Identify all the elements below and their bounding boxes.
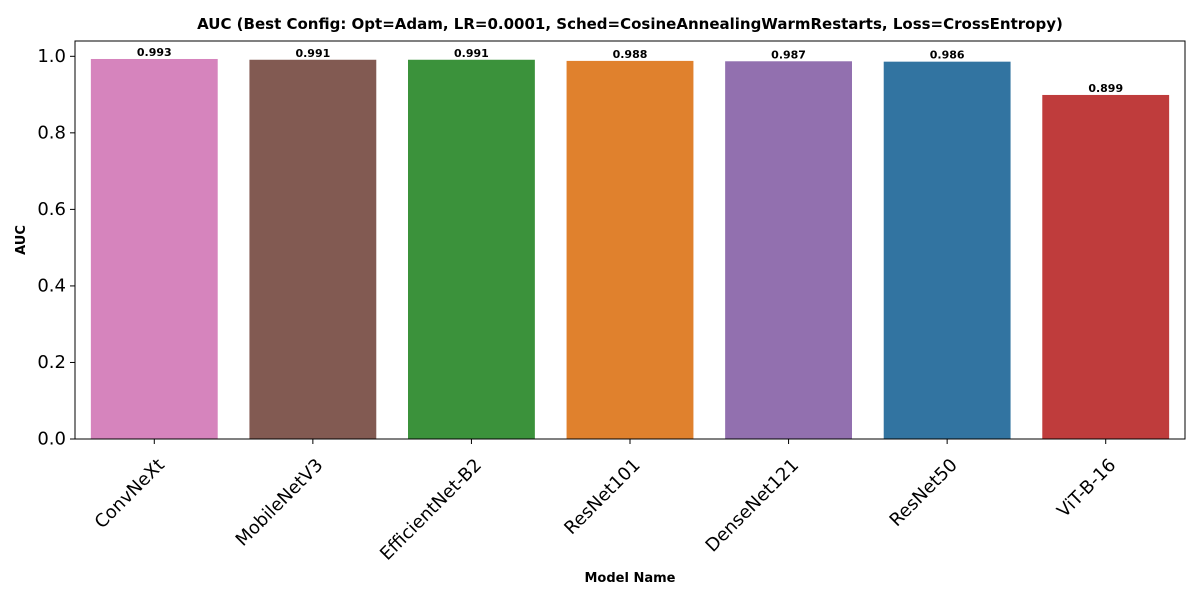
y-axis: 0.0 0.2 0.4 0.6 0.8 1.0 [37,46,75,450]
value-label: 0.991 [295,47,330,60]
bar-densenet121 [725,61,852,440]
x-tick-label: ResNet101 [560,455,644,539]
bar-mobilenetv3 [249,59,377,439]
plot-frame [74,40,1186,440]
x-axis-label: Model Name [585,571,676,586]
x-tick-label: EfficientNet-B2 [376,455,486,565]
value-label: 0.986 [930,49,965,62]
x-axis: ConvNeXt MobileNetV3 EfficientNet-B2 ResNet… [91,439,1120,565]
value-label: 0.993 [137,46,172,59]
y-axis-label: AUC [14,225,29,255]
value-label: 0.988 [613,48,648,61]
value-label: 0.987 [771,48,806,61]
bar-resnet101 [566,60,694,440]
y-tick-label: 0.4 [37,275,66,296]
value-label: 0.991 [454,47,489,60]
bars-group [90,58,1170,440]
value-label: 0.899 [1088,82,1123,95]
chart-title: AUC (Best Config: Opt=Adam, LR=0.0001, S… [197,15,1063,33]
y-tick-label: 0.2 [37,352,66,373]
bar-convnext [90,58,218,439]
y-tick-label: 0.6 [37,199,66,220]
bar-efficientnet-b2 [408,59,535,439]
value-labels-group: 0.993 0.991 0.991 0.988 0.987 0.986 0.899 [137,46,1123,95]
x-tick-label: DenseNet121 [702,455,804,557]
bar-vit-b-16 [1042,94,1170,439]
x-tick-label: ConvNeXt [91,455,169,533]
y-tick-label: 1.0 [37,46,66,67]
x-tick-label: MobileNetV3 [232,455,328,551]
bar-resnet50 [883,61,1011,440]
y-tick-label: 0.8 [37,122,66,143]
x-tick-label: ViT-B-16 [1053,455,1120,522]
x-tick-label: ResNet50 [886,455,962,531]
y-tick-label: 0.0 [37,429,66,450]
